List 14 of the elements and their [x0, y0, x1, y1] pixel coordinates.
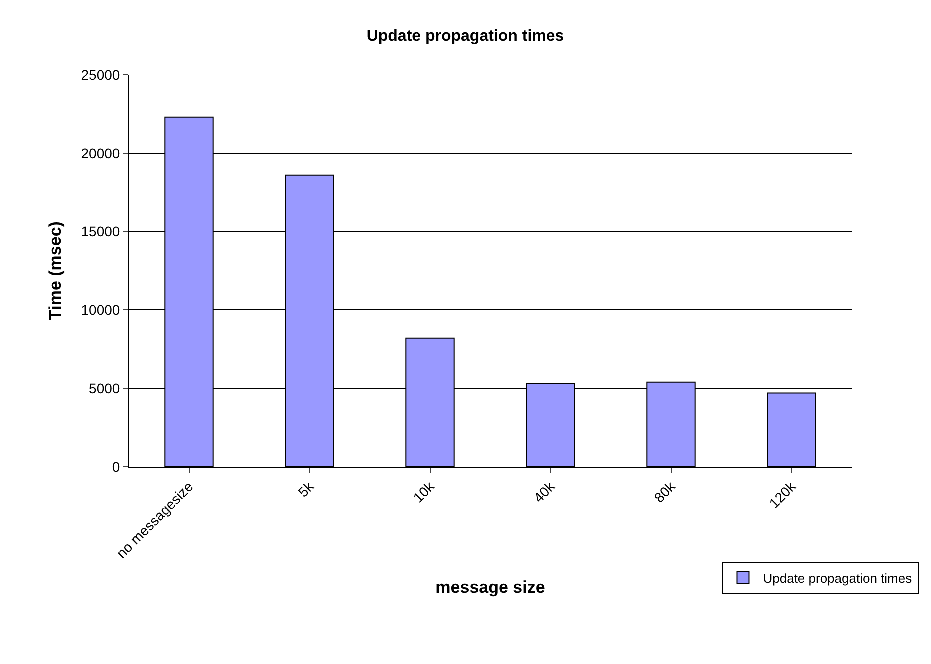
- y-tick-label: 5000: [89, 380, 120, 396]
- y-tick-label: 20000: [81, 145, 120, 162]
- y-tick-label: 15000: [81, 224, 120, 240]
- y-tick-label: 0: [112, 458, 120, 475]
- y-tick-label: 10000: [81, 302, 120, 318]
- x-tick-label: 10k: [410, 478, 438, 506]
- x-tick-label: 80k: [651, 478, 680, 506]
- x-axis-title: message size: [436, 578, 546, 597]
- legend-label: Update propagation times: [763, 570, 913, 586]
- y-tick-label: 25000: [81, 66, 120, 83]
- y-axis-title: Time (msec): [46, 222, 65, 320]
- x-tick-label: 40k: [530, 478, 559, 506]
- x-tick-label: 5k: [295, 478, 318, 500]
- chart-title: Update propagation times: [366, 28, 564, 46]
